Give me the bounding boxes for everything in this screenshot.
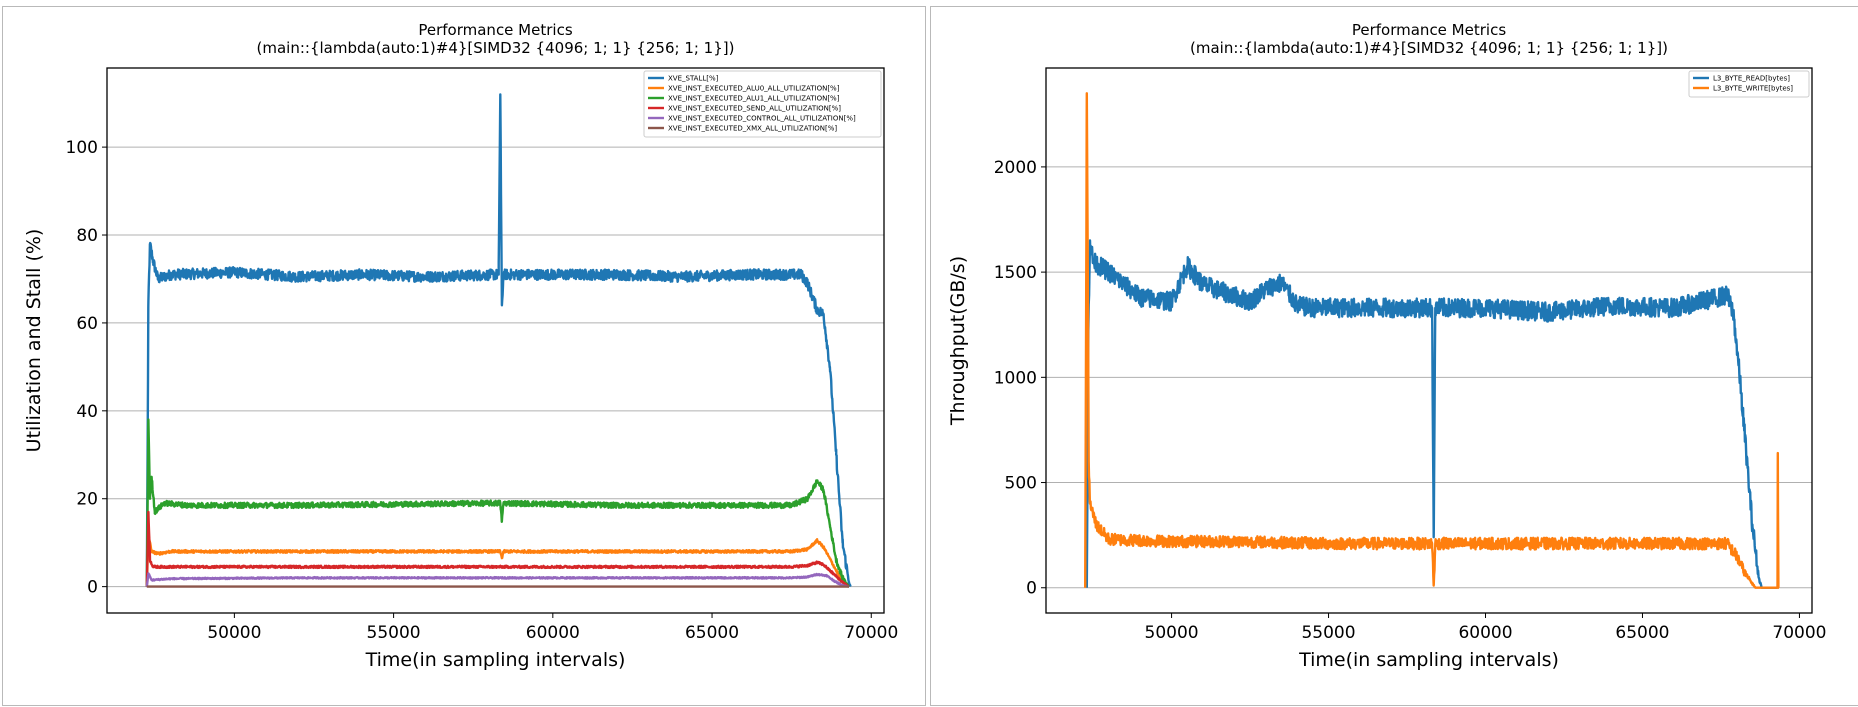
legend-box [1688, 70, 1810, 98]
x-tick-label: 55000 [367, 623, 421, 643]
y-tick-label: 500 [1005, 474, 1037, 494]
chart-panel-throughput: Performance Metrics (main::{lambda(auto:1… [930, 6, 1858, 706]
chart-title: Performance Metrics [418, 21, 572, 39]
legend: L3_BYTE_READ[bytes] L3_BYTE_WRITE[bytes] [1688, 70, 1810, 98]
gridlines [107, 146, 884, 588]
x-tick-label: 50000 [207, 623, 261, 643]
y-tick-label: 20 [76, 490, 98, 510]
gridlines [1046, 166, 1812, 589]
legend-entry: XVE_INST_EXECUTED_XMX_ALL_UTILIZATION[%] [668, 125, 837, 133]
series-line-3 [145, 510, 850, 588]
legend-entry: XVE_INST_EXECUTED_SEND_ALL_UTILIZATION[%… [668, 105, 841, 113]
chart-panel-utilization: Performance Metrics (main::{lambda(auto:1… [2, 6, 926, 706]
series-line-1 [1084, 92, 1780, 589]
plot-frame [1045, 67, 1813, 614]
y-tick-label: 100 [66, 138, 98, 158]
y-axis-label: Throughput(GB/s) [947, 256, 969, 426]
utilization-chart: Performance Metrics(main::{lambda(auto:1… [23, 21, 898, 671]
legend-entry: XVE_INST_EXECUTED_ALU1_ALL_UTILIZATION[%… [668, 95, 840, 103]
x-tick-label: 65000 [1615, 623, 1669, 643]
y-tick-label: 80 [76, 226, 98, 246]
y-tick-label: 0 [1026, 579, 1037, 599]
legend-entry: L3_BYTE_READ[bytes] [1713, 75, 1790, 83]
x-axis-label: Time(in sampling intervals) [1298, 649, 1559, 671]
y-axis-label: Utilization and Stall (%) [23, 229, 45, 453]
chart-title: Performance Metrics [1352, 21, 1506, 39]
series-line-0 [145, 93, 852, 588]
x-tick-label: 60000 [526, 623, 580, 643]
x-tick-label: 70000 [1772, 623, 1826, 643]
x-axis-label: Time(in sampling intervals) [365, 649, 626, 671]
series-line-4 [145, 572, 850, 588]
legend-entry: XVE_INST_EXECUTED_ALU0_ALL_UTILIZATION[%… [668, 85, 840, 93]
legend-entry: XVE_STALL[%] [668, 75, 719, 83]
legend-entry: L3_BYTE_WRITE[bytes] [1713, 85, 1793, 93]
legend: XVE_STALL[%] XVE_INST_EXECUTED_ALU0_ALL_U… [643, 70, 882, 138]
x-tick-label: 60000 [1458, 623, 1512, 643]
x-tick-label: 55000 [1301, 623, 1355, 643]
y-tick-label: 0 [87, 578, 98, 598]
series-group [145, 93, 852, 588]
y-tick-label: 40 [76, 402, 98, 422]
x-tick-label: 50000 [1145, 623, 1199, 643]
chart-subtitle: (main::{lambda(auto:1)#4}[SIMD32 {4096; … [1190, 39, 1668, 57]
x-tick-label: 65000 [685, 623, 739, 643]
y-tick-label: 2000 [994, 158, 1037, 178]
series-line-0 [1085, 239, 1779, 589]
y-tick-label: 1000 [994, 368, 1037, 388]
legend-entry: XVE_INST_EXECUTED_CONTROL_ALL_UTILIZATIO… [668, 115, 856, 123]
chart-subtitle: (main::{lambda(auto:1)#4}[SIMD32 {4096; … [257, 39, 735, 57]
y-tick-label: 60 [76, 314, 98, 334]
y-tick-label: 1500 [994, 263, 1037, 283]
series-group [1084, 92, 1780, 589]
legend-box [643, 70, 882, 138]
throughput-chart: Performance Metrics(main::{lambda(auto:1… [947, 21, 1826, 671]
plot-frame [106, 67, 885, 614]
series-line-2 [145, 418, 850, 588]
x-tick-label: 70000 [844, 623, 898, 643]
series-line-1 [145, 532, 850, 588]
